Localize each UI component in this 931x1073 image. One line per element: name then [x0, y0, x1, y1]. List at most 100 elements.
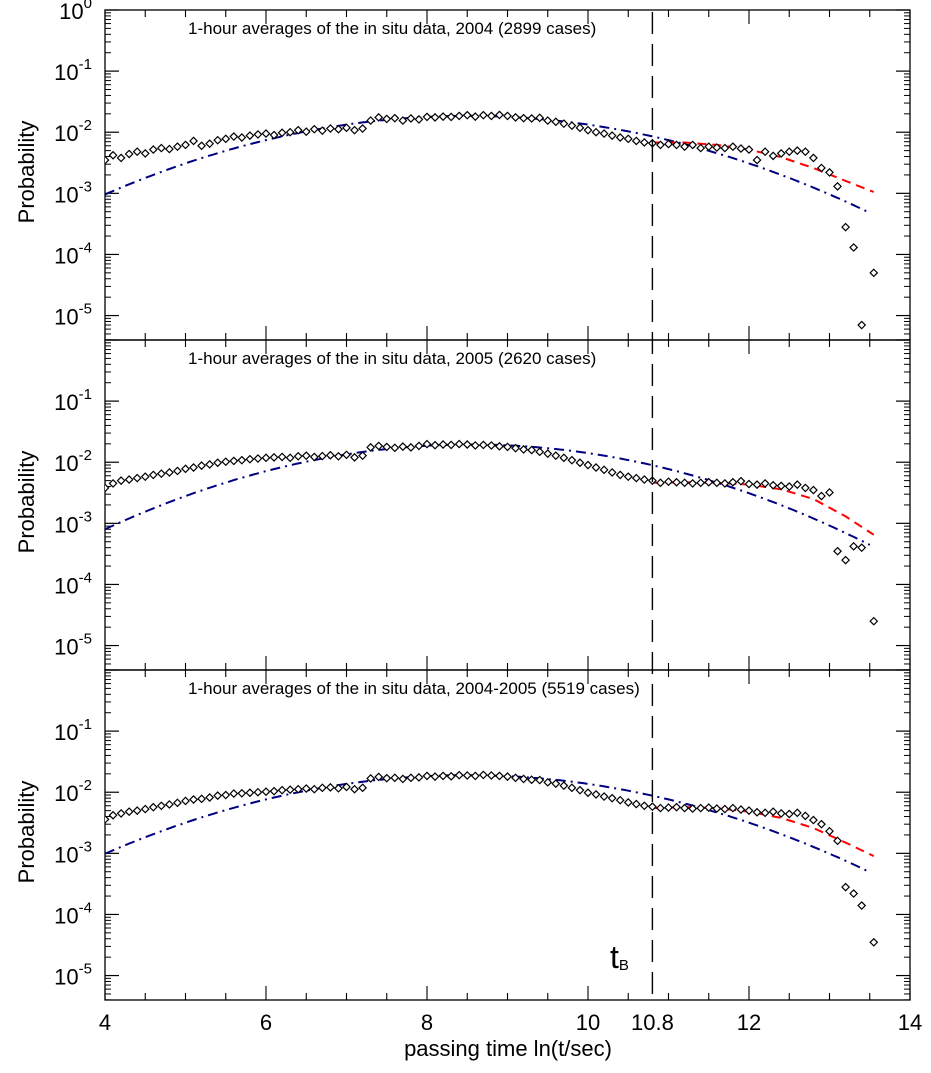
data-point — [511, 112, 520, 122]
data-point — [567, 455, 577, 465]
fit-lognormal-curve — [105, 114, 871, 214]
data-point — [672, 140, 681, 150]
data-point — [116, 153, 126, 163]
panel-1-title: 1-hour averages of the in situ data, 200… — [188, 19, 596, 38]
data-point — [253, 454, 263, 463]
data-point — [156, 469, 166, 479]
data-point — [213, 791, 223, 801]
data-point — [825, 167, 834, 177]
data-point — [116, 476, 126, 486]
data-point — [181, 464, 190, 474]
y-tick-label-exponent: -5 — [79, 301, 92, 318]
data-point — [768, 151, 778, 161]
data-point — [237, 133, 247, 142]
data-point — [728, 803, 738, 813]
data-point — [808, 153, 818, 163]
data-point — [527, 114, 537, 123]
y-tick-label-base: 10 — [54, 635, 78, 660]
data-point — [116, 808, 126, 818]
data-point — [390, 773, 400, 783]
data-point — [495, 441, 504, 451]
x-tick-label: 10 — [576, 1010, 600, 1035]
data-point — [164, 468, 174, 477]
data-point — [245, 131, 255, 141]
data-point — [559, 453, 569, 463]
panel-3-frame — [104, 669, 911, 1001]
data-point — [366, 774, 376, 783]
data-point — [639, 801, 649, 811]
data-point — [261, 453, 271, 463]
data-point — [591, 127, 601, 137]
panel-2-title: 1-hour averages of the in situ data, 200… — [188, 349, 596, 368]
data-point — [317, 783, 327, 793]
data-point — [656, 140, 665, 150]
data-point — [406, 773, 416, 783]
data-point — [720, 804, 730, 814]
data-point — [656, 478, 665, 488]
data-point — [173, 798, 182, 808]
fit-lognormal-curve — [105, 443, 871, 546]
data-point — [253, 787, 263, 797]
fit-lognormal-curve — [105, 774, 871, 874]
data-point — [181, 796, 190, 806]
x-tick-label: 4 — [99, 1010, 111, 1035]
x-tick-label: 12 — [737, 1010, 761, 1035]
data-point — [334, 783, 343, 793]
data-point — [374, 772, 384, 782]
data-point — [712, 143, 722, 153]
data-point — [462, 110, 472, 120]
data-point — [454, 439, 464, 449]
data-point — [334, 124, 343, 134]
panel-1-plot-area — [105, 110, 879, 330]
data-point — [623, 472, 633, 482]
y-tick-label-exponent: 0 — [84, 0, 92, 12]
y-tick-label-base: 10 — [54, 182, 78, 207]
data-point — [358, 124, 368, 133]
data-point — [406, 114, 416, 123]
y-tick-label: 10-4 — [54, 569, 92, 598]
data-point — [776, 808, 786, 818]
data-point — [269, 130, 279, 140]
data-point — [398, 116, 408, 126]
data-point — [615, 133, 625, 142]
data-point — [760, 478, 770, 488]
tb-marker-sub: B — [619, 957, 629, 974]
data-point — [350, 784, 359, 794]
data-point — [430, 440, 440, 450]
data-point — [398, 442, 408, 452]
data-point — [478, 440, 488, 450]
data-point — [156, 801, 166, 811]
data-point — [760, 147, 770, 157]
panels-layer: 10010-110-210-310-410-510-110-210-310-41… — [54, 0, 911, 1001]
data-point — [752, 155, 762, 165]
data-point — [301, 127, 311, 137]
y-tick-label-exponent: -4 — [79, 239, 92, 256]
panel-2-plot-area — [105, 439, 879, 626]
data-point — [293, 784, 303, 794]
data-point — [350, 452, 359, 462]
data-point — [317, 451, 327, 461]
data-point — [825, 488, 834, 497]
data-point — [519, 774, 529, 784]
y-tick-label: 10-4 — [54, 239, 92, 268]
data-point — [615, 470, 625, 480]
data-point — [293, 125, 303, 135]
y-tick-label: 10-5 — [54, 301, 92, 330]
data-point — [325, 450, 335, 460]
data-point — [575, 123, 585, 133]
data-point — [422, 112, 432, 122]
data-point — [156, 143, 166, 153]
y-tick-label-base: 10 — [54, 390, 78, 415]
data-point — [342, 782, 351, 792]
data-point — [704, 803, 714, 813]
data-point — [857, 901, 867, 910]
data-point — [398, 774, 408, 784]
y-tick-label-exponent: -3 — [79, 838, 92, 855]
data-point — [205, 793, 215, 802]
data-point — [173, 466, 182, 476]
data-point — [696, 803, 706, 813]
y-tick-label-exponent: -5 — [79, 961, 92, 978]
data-point — [285, 785, 295, 795]
